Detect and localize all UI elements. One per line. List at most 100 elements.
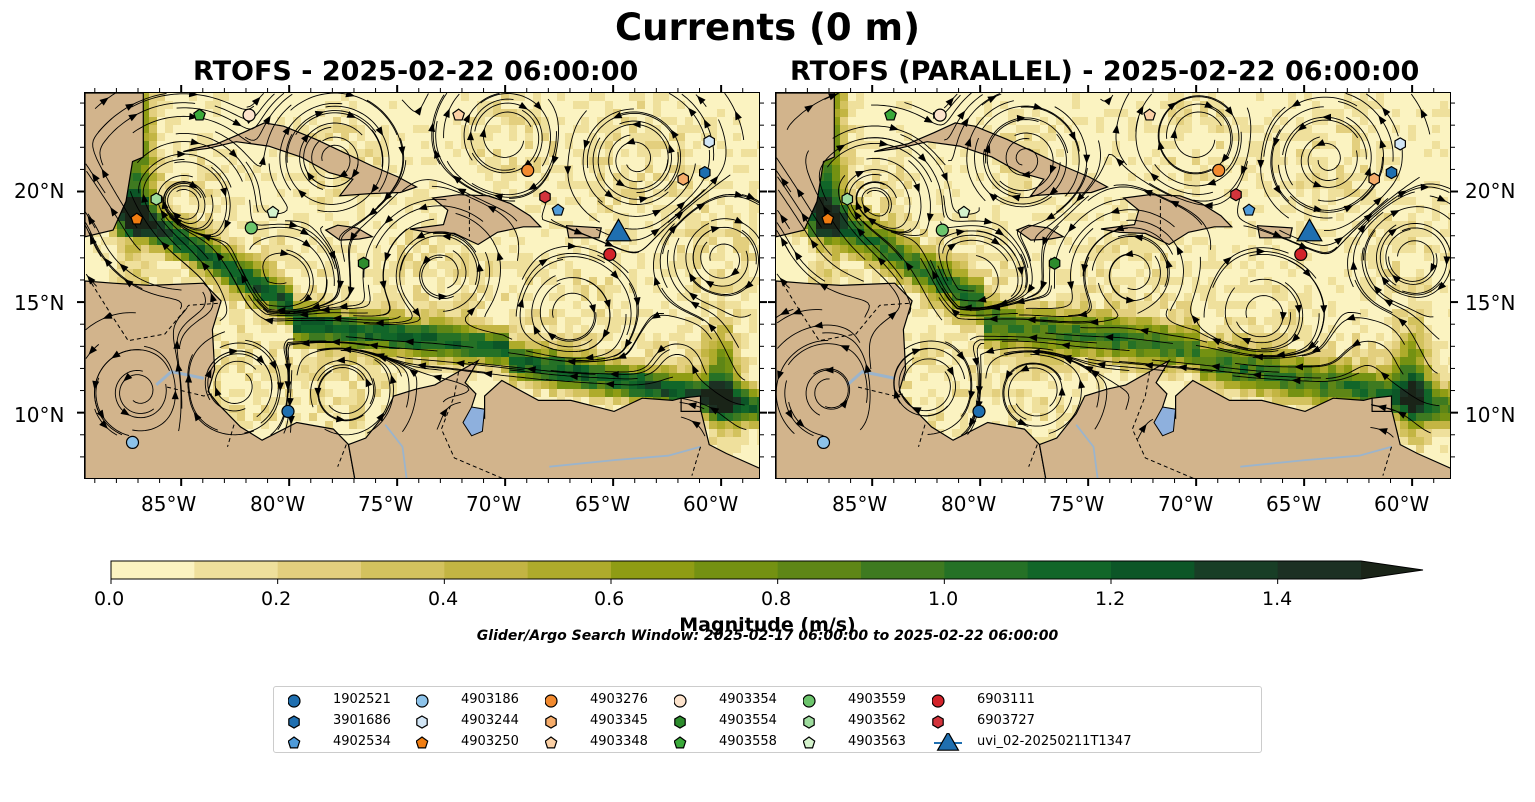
- legend-label: 4902534: [333, 734, 391, 749]
- legend-label: 4903250: [461, 734, 519, 749]
- lake-maracaibo: [462, 406, 486, 437]
- legend-marker-circle-icon: [416, 694, 429, 708]
- platform-marker-4903345: [1368, 172, 1381, 186]
- lon-tick-65W-left: 65°W: [575, 492, 631, 516]
- platform-marker-4903276: [521, 163, 535, 178]
- legend-label: 4903348: [590, 734, 648, 749]
- platform-marker-4903354: [933, 108, 947, 122]
- colorbar-bin-9: [861, 561, 945, 579]
- legend-label: 4903558: [719, 734, 777, 749]
- colorbar-bin-5: [527, 561, 612, 579]
- colorbar-bin-10: [944, 561, 1029, 579]
- legend-label: 4903563: [848, 734, 906, 749]
- lon-tick-70W-right: 70°W: [1158, 492, 1214, 516]
- lon-tick-85W-left: 85°W: [141, 492, 197, 516]
- legend-marker-triangle-icon: [934, 733, 962, 751]
- land-jamaica: [324, 224, 374, 241]
- platform-marker-4903554: [1048, 256, 1061, 270]
- map-panel-rtofs: [84, 92, 760, 479]
- land-puertoRico: [565, 225, 602, 239]
- platform-marker-4903354: [242, 108, 256, 122]
- colorbar-tick-5: 1.0: [928, 588, 959, 610]
- platform-marker-uvi_02-20250211T1347: [1296, 218, 1323, 242]
- lat-tick-15N-left: 15°N: [14, 291, 65, 315]
- legend-label: 4903276: [590, 692, 648, 707]
- colorbar-extend-arrow: [1361, 561, 1423, 579]
- colorbar-tick-4: 0.8: [761, 588, 792, 610]
- colorbar-bin-2: [277, 561, 362, 579]
- colorbar-tick-3: 0.6: [594, 588, 625, 610]
- platform-marker-4903276: [1212, 163, 1226, 178]
- legend-label: 4903562: [848, 713, 906, 728]
- lat-tick-15N-right: 15°N: [1465, 291, 1516, 315]
- legend-label: 4903345: [590, 713, 648, 728]
- lon-tick-60W-left: 60°W: [683, 492, 739, 516]
- land-southAmerica: [1038, 358, 1450, 478]
- lake-maracaibo: [1153, 406, 1177, 437]
- legend-label: 6903111: [977, 692, 1035, 707]
- legend-label: 4903354: [719, 692, 777, 707]
- platform-marker-4903250: [130, 212, 144, 225]
- legend-marker-circle-icon: [288, 694, 301, 708]
- legend-marker-pentagon-icon: [674, 736, 687, 749]
- legend-label: 4903186: [461, 692, 519, 707]
- lat-tick-20N-left: 20°N: [14, 179, 65, 203]
- platform-markers: [816, 108, 1407, 449]
- colorbar-tick-6: 1.2: [1095, 588, 1126, 610]
- colorbar-tick-7: 1.4: [1262, 588, 1293, 610]
- legend-label: 6903727: [977, 713, 1035, 728]
- platform-marker-1902521: [281, 404, 295, 418]
- current-map-rtofs-parallel: [776, 93, 1450, 478]
- legend-marker-pentagon-icon: [288, 736, 301, 749]
- lon-tick-75W-left: 75°W: [358, 492, 414, 516]
- legend-label: 4903554: [719, 713, 777, 728]
- search-window-caption: Glider/Argo Search Window: 2025-02-17 06…: [476, 628, 1059, 644]
- legend-label: 3901686: [333, 713, 391, 728]
- platform-marker-6903111: [1294, 247, 1308, 261]
- platform-marker-4903563: [266, 205, 280, 218]
- platform-marker-6903727: [1230, 188, 1242, 202]
- colorbar-bin-14: [1277, 561, 1362, 579]
- legend-label: 4903244: [461, 713, 519, 728]
- panel-2-title: RTOFS (PARALLEL) - 2025-02-22 06:00:00: [790, 56, 1420, 87]
- legend-marker-hexagon-icon: [545, 715, 557, 729]
- colorbar-bin-8: [777, 561, 862, 579]
- legend-label: 1902521: [333, 692, 391, 707]
- map-panel-rtofs-parallel: [775, 92, 1451, 479]
- platform-marker-6903111: [603, 247, 617, 261]
- land-hispaniola: [1100, 194, 1234, 246]
- colorbar-bin-4: [444, 561, 529, 579]
- platform-marker-uvi_02-20250211T1347: [605, 218, 632, 242]
- platform-marker-1902521: [972, 404, 986, 418]
- legend-label: 4903559: [848, 692, 906, 707]
- colorbar-tick-2: 0.4: [428, 588, 459, 610]
- platform-marker-6903727: [539, 190, 551, 204]
- legend-marker-circle-icon: [674, 694, 687, 708]
- streamlines: [776, 93, 1450, 440]
- colorbar-tick-1: 0.2: [261, 588, 292, 610]
- land-southAmerica: [347, 358, 759, 478]
- platform-marker-4903250: [821, 212, 835, 225]
- legend-marker-pentagon-icon: [545, 736, 558, 749]
- colorbar-bin-0: [111, 561, 195, 579]
- colorbar-bin-13: [1194, 561, 1279, 579]
- legend-marker-circle-icon: [932, 694, 945, 708]
- platform-marker-4903559: [935, 223, 949, 237]
- colorbar-bin-6: [611, 561, 695, 579]
- platform-marker-4903563: [957, 205, 971, 218]
- lon-tick-85W-right: 85°W: [832, 492, 888, 516]
- colorbar-bin-11: [1027, 561, 1112, 579]
- colorbar-bin-7: [694, 561, 779, 579]
- lon-tick-80W-left: 80°W: [250, 492, 306, 516]
- platform-marker-4903562: [150, 192, 163, 206]
- platform-marker-4903186: [125, 435, 140, 449]
- legend-marker-hexagon-icon: [674, 715, 686, 729]
- platform-marker-3901686: [1385, 165, 1398, 180]
- lat-tick-20N-right: 20°N: [1465, 179, 1516, 203]
- platform-legend: 1902521 3901686 4902534 4903186 4903244 49032…: [273, 686, 1262, 753]
- lon-tick-60W-right: 60°W: [1374, 492, 1430, 516]
- platform-marker-4903244: [703, 135, 716, 149]
- platform-marker-4903558: [193, 108, 206, 121]
- current-map-rtofs: [85, 93, 759, 478]
- platform-marker-3901686: [698, 165, 711, 180]
